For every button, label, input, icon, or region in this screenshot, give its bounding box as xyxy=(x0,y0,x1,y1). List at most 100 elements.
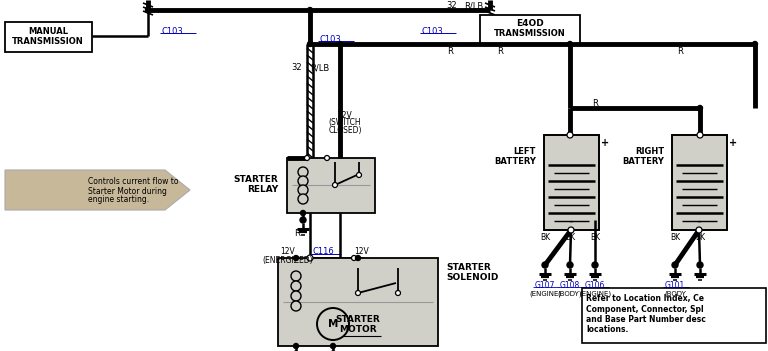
Bar xyxy=(5,22,92,52)
Bar xyxy=(672,135,727,230)
Text: G107: G107 xyxy=(535,280,555,290)
Text: C103: C103 xyxy=(319,34,341,44)
Circle shape xyxy=(298,185,308,195)
Text: Refer to Location Index, Ce: Refer to Location Index, Ce xyxy=(586,294,704,304)
Circle shape xyxy=(337,41,343,46)
Circle shape xyxy=(291,291,301,301)
Circle shape xyxy=(293,344,299,349)
Text: G108: G108 xyxy=(560,280,580,290)
Circle shape xyxy=(307,255,313,261)
Circle shape xyxy=(568,227,574,233)
Text: C103: C103 xyxy=(161,26,183,35)
Text: C103: C103 xyxy=(421,26,443,35)
Text: STARTER: STARTER xyxy=(446,264,491,272)
Text: 12V: 12V xyxy=(280,247,296,257)
Circle shape xyxy=(697,262,703,268)
Circle shape xyxy=(567,262,573,268)
Text: E4OD: E4OD xyxy=(516,20,544,28)
Circle shape xyxy=(352,256,356,260)
Circle shape xyxy=(291,281,301,291)
Polygon shape xyxy=(5,170,190,210)
Text: STARTER: STARTER xyxy=(336,314,380,324)
Circle shape xyxy=(291,271,301,281)
Text: R/LB: R/LB xyxy=(465,1,484,11)
Text: TRANSMISSION: TRANSMISSION xyxy=(12,37,84,46)
Text: CLOSED): CLOSED) xyxy=(328,126,362,135)
Text: BK: BK xyxy=(670,233,680,243)
Circle shape xyxy=(298,176,308,186)
Circle shape xyxy=(317,308,349,340)
Text: engine starting.: engine starting. xyxy=(88,196,149,205)
Text: Component, Connector, Spl: Component, Connector, Spl xyxy=(586,305,703,313)
Text: G101: G101 xyxy=(665,280,685,290)
Circle shape xyxy=(307,41,313,46)
Circle shape xyxy=(300,217,306,223)
Text: BK: BK xyxy=(565,233,575,243)
Text: BATTERY: BATTERY xyxy=(622,157,664,166)
Text: Controls current flow to: Controls current flow to xyxy=(88,178,178,186)
Text: R: R xyxy=(294,229,300,238)
Circle shape xyxy=(753,41,757,46)
Text: 32: 32 xyxy=(292,64,303,73)
Circle shape xyxy=(333,183,337,187)
Text: C116: C116 xyxy=(312,247,334,257)
Text: -: - xyxy=(568,217,574,227)
Circle shape xyxy=(291,301,301,311)
Text: Starter Motor during: Starter Motor during xyxy=(88,186,167,196)
Bar xyxy=(582,288,766,343)
Text: R: R xyxy=(497,47,503,57)
Circle shape xyxy=(298,194,308,204)
Circle shape xyxy=(672,262,678,268)
Text: M: M xyxy=(328,319,338,329)
Circle shape xyxy=(145,7,151,13)
Circle shape xyxy=(356,172,362,178)
Bar xyxy=(278,258,438,346)
Text: 12V: 12V xyxy=(338,111,353,119)
Bar xyxy=(544,135,599,230)
Text: (ENGINE): (ENGINE) xyxy=(529,291,561,297)
Circle shape xyxy=(696,227,702,233)
Bar xyxy=(287,158,375,213)
Circle shape xyxy=(567,132,573,138)
Text: (ENGINE): (ENGINE) xyxy=(579,291,611,297)
Text: R/LB: R/LB xyxy=(310,64,329,73)
Text: LEFT: LEFT xyxy=(514,147,536,157)
Text: BK: BK xyxy=(540,233,550,243)
Circle shape xyxy=(568,41,572,46)
Circle shape xyxy=(300,211,306,216)
Text: -: - xyxy=(697,217,701,227)
Circle shape xyxy=(542,262,548,268)
Text: and Base Part Number desc: and Base Part Number desc xyxy=(586,314,706,324)
Text: locations.: locations. xyxy=(586,325,628,333)
Text: R: R xyxy=(677,47,683,57)
Circle shape xyxy=(330,344,336,349)
Text: BATTERY: BATTERY xyxy=(494,157,536,166)
Text: BK: BK xyxy=(590,233,600,243)
Text: SOLENOID: SOLENOID xyxy=(446,272,498,282)
Bar xyxy=(480,15,580,45)
Text: RELAY: RELAY xyxy=(247,185,278,194)
Text: (BODY: (BODY xyxy=(664,291,686,297)
Text: MOTOR: MOTOR xyxy=(339,325,377,333)
Text: STARTER: STARTER xyxy=(233,176,278,185)
Text: MANUAL: MANUAL xyxy=(28,27,68,37)
Text: 12V: 12V xyxy=(355,247,369,257)
Text: (BODY): (BODY) xyxy=(558,291,582,297)
Text: 32: 32 xyxy=(447,1,457,11)
Circle shape xyxy=(697,106,703,111)
Text: G106: G106 xyxy=(584,280,605,290)
Text: TRANSMISSION: TRANSMISSION xyxy=(494,28,566,38)
Text: +: + xyxy=(601,138,609,148)
Circle shape xyxy=(356,256,360,260)
Circle shape xyxy=(298,167,308,177)
Text: (ENERGIZED): (ENERGIZED) xyxy=(263,256,313,265)
Text: (SWITCH: (SWITCH xyxy=(329,119,361,127)
Text: BK: BK xyxy=(695,233,705,243)
Circle shape xyxy=(307,7,313,13)
Circle shape xyxy=(356,291,360,296)
Text: RIGHT: RIGHT xyxy=(635,147,664,157)
Circle shape xyxy=(293,256,299,260)
Text: +: + xyxy=(729,138,737,148)
Circle shape xyxy=(697,132,703,138)
Circle shape xyxy=(325,155,329,160)
